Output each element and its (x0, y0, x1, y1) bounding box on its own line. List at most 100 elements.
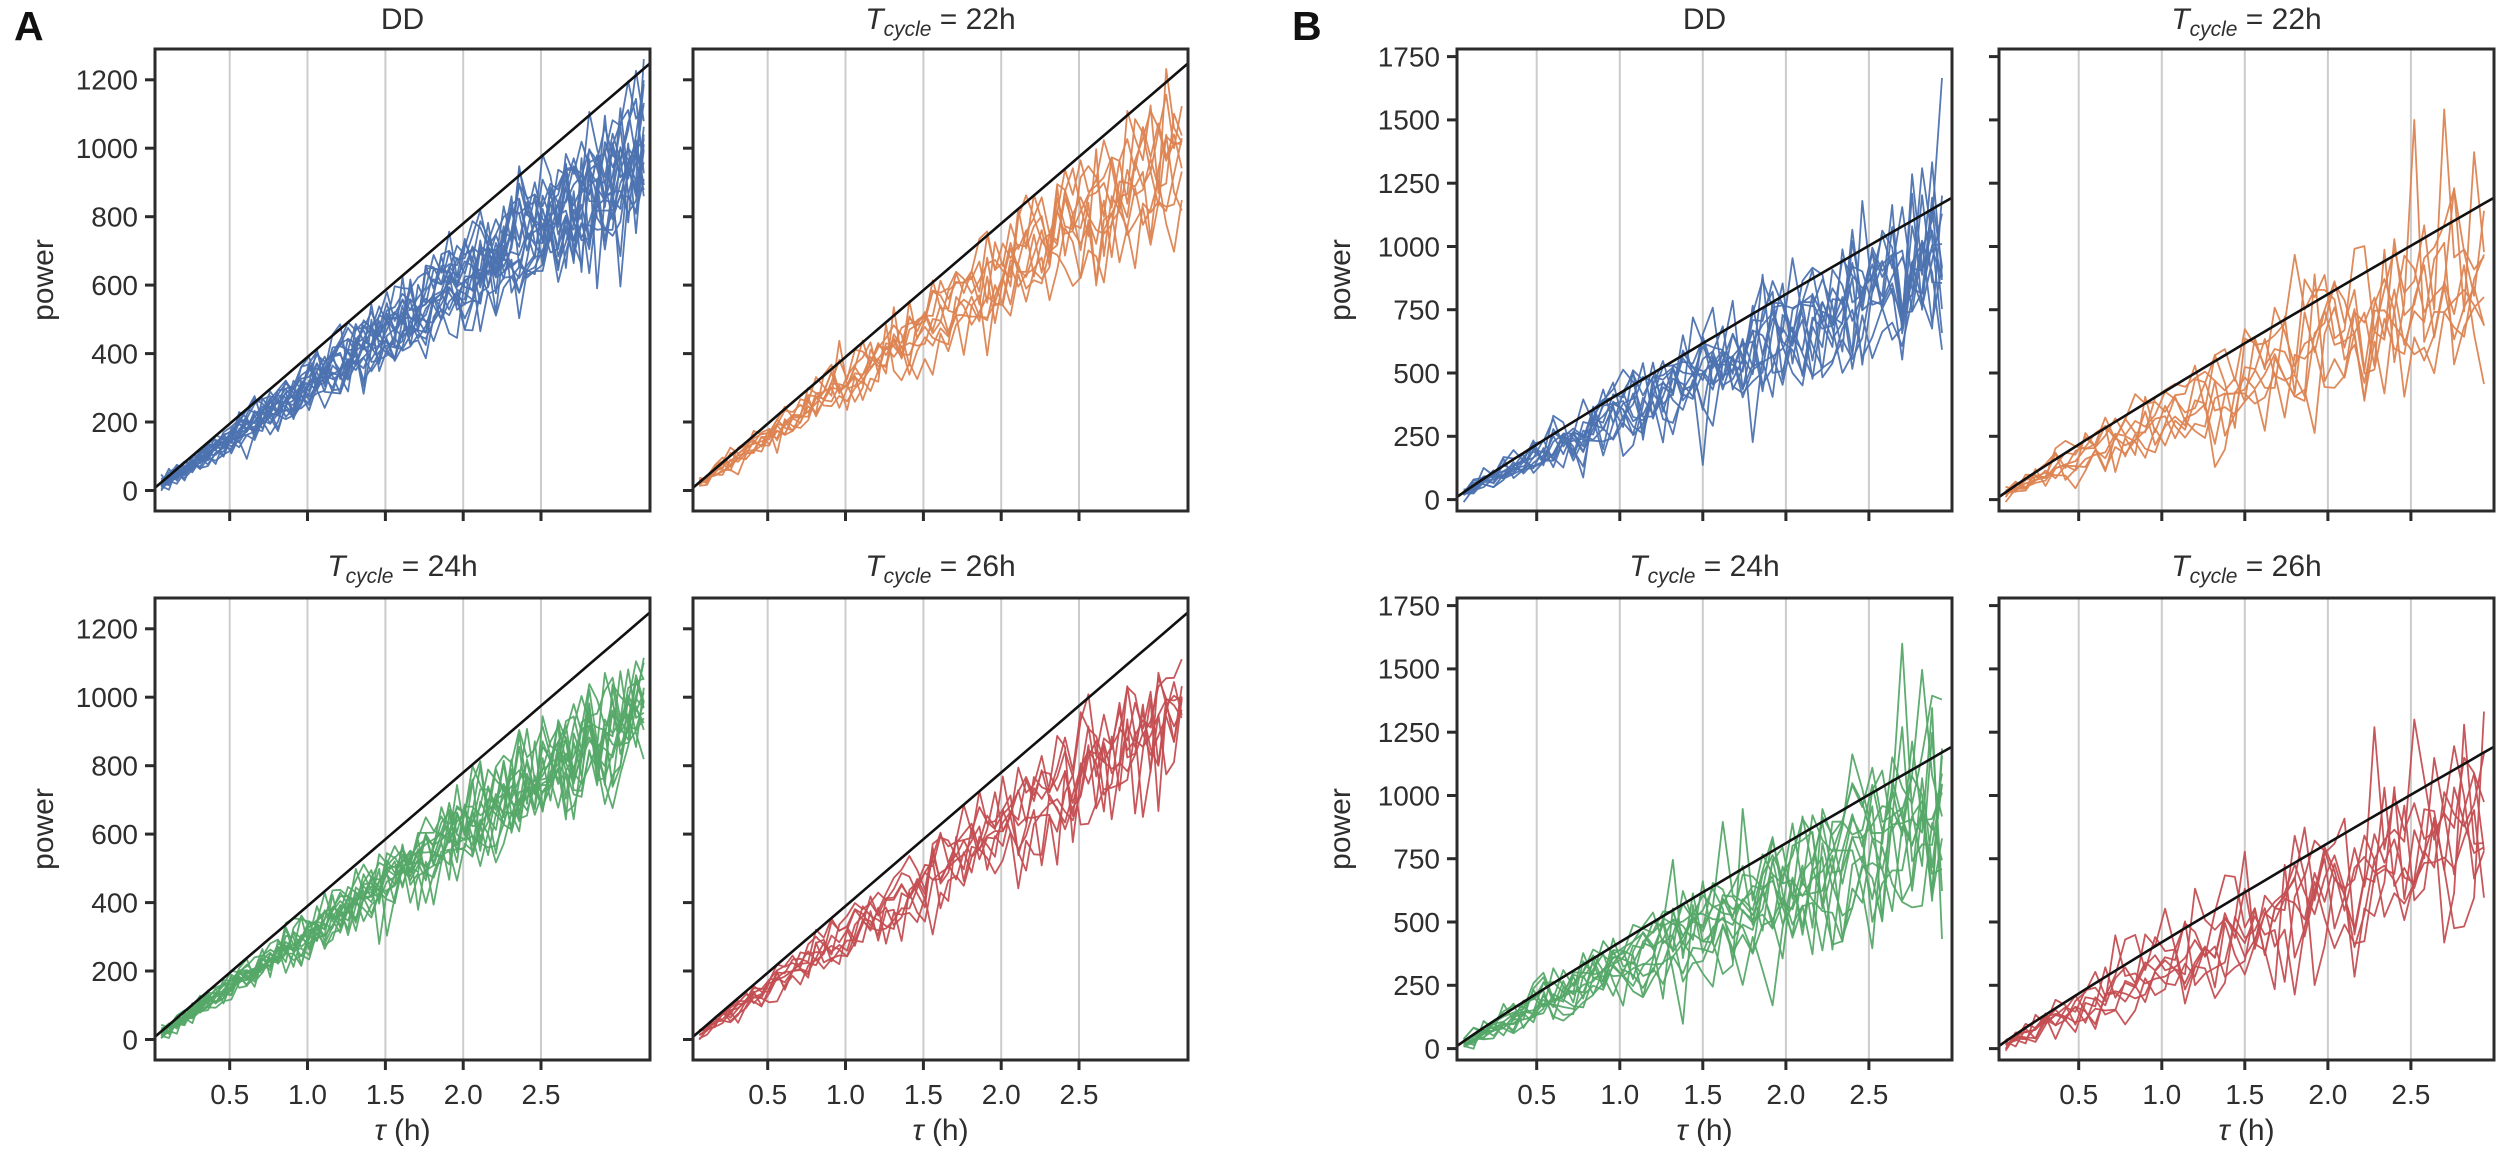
spines (153, 596, 652, 1062)
trace (698, 681, 1183, 1032)
plot-b-22h (1989, 47, 2496, 521)
plot-area: 0.5 1.0 1.5 2.0 2.5 (683, 596, 1190, 1110)
x-tick-label: 2.0 (444, 1079, 483, 1110)
y-tick-label: 800 (91, 202, 138, 233)
trace (2005, 264, 2485, 495)
x-tick-label: 0.5 (748, 1079, 787, 1110)
x-tick-label: 0.5 (210, 1079, 249, 1110)
y-axis-label: power (27, 239, 60, 321)
x-tick-label: 1.5 (2225, 1079, 2264, 1110)
plot-a-24h: 0 200 400 600 800 1000 1200 0.5 1.0 1.5 2.0 2.5 (76, 596, 652, 1110)
y-tick-label: 0 (1424, 484, 1440, 515)
trace (698, 68, 1183, 483)
trace (2005, 108, 2485, 491)
trace (1463, 766, 1943, 1043)
x-tick-label: 2.5 (2391, 1079, 2430, 1110)
trace (160, 677, 645, 1029)
trace (698, 138, 1183, 482)
trace (698, 671, 1183, 1040)
plot-area: 0 250 500 750 1000 1250 1500 1750 (1378, 41, 1954, 521)
trace (2005, 711, 2485, 1047)
y-tick-label: 400 (91, 338, 138, 369)
spines (1455, 47, 1954, 513)
trace (2004, 718, 2485, 1050)
y-axis-label: power (1324, 788, 1357, 870)
x-tick-label: 1.5 (366, 1079, 405, 1110)
y-tick-label: 1500 (1378, 654, 1440, 685)
trace (2005, 723, 2485, 1046)
y-tick-label: 1000 (1378, 231, 1440, 262)
plot-a-dd: 0 200 400 600 800 1000 1200 (76, 47, 652, 521)
trace (1463, 707, 1943, 1047)
y-axis-label: power (1324, 239, 1357, 321)
reference-line (692, 62, 1189, 489)
traces-group (160, 59, 645, 492)
plot-a-22h (683, 47, 1190, 521)
reference-line (154, 62, 651, 489)
plot-b-dd: 0 250 500 750 1000 1250 1500 1750 (1378, 41, 1954, 521)
reference-line (154, 611, 651, 1038)
y-tick-label: 400 (91, 887, 138, 918)
plot-area: 0.5 1.0 1.5 2.0 2.5 (1989, 596, 2496, 1110)
traces-group (698, 68, 1183, 487)
x-tick-label: 1.0 (288, 1079, 327, 1110)
plot-area (1989, 47, 2496, 521)
reference-line (1998, 745, 2495, 1048)
subplot-title: Tcycle = 24h (327, 550, 478, 588)
trace (1463, 229, 1943, 492)
plot-area: 0 200 400 600 800 1000 1200 (76, 47, 652, 521)
x-tick-label: 2.0 (2308, 1079, 2347, 1110)
trace (160, 69, 645, 484)
trace (2004, 753, 2485, 1052)
trace (698, 110, 1182, 487)
y-tick-label: 1250 (1378, 717, 1440, 748)
x-tick-label: 2.5 (1849, 1079, 1888, 1110)
subplot-title: Tcycle = 22h (2171, 3, 2322, 41)
plot-area: 0 250 500 750 1000 1250 1500 1750 0.5 1.0 1.5 2.0 2.… (1378, 590, 1954, 1110)
traces-group (2004, 108, 2485, 503)
x-axis-label: τ (h) (374, 1114, 431, 1147)
spines (153, 47, 652, 513)
y-tick-label: 1500 (1378, 105, 1440, 136)
x-tick-label: 2.5 (522, 1079, 561, 1110)
x-tick-label: 1.0 (2142, 1079, 2181, 1110)
y-tick-label: 1000 (76, 682, 138, 713)
trace (2005, 241, 2485, 496)
spines (1997, 47, 2496, 513)
spines (691, 47, 1190, 513)
trace (1463, 822, 1943, 1046)
plot-a-26h: 0.5 1.0 1.5 2.0 2.5 (683, 596, 1190, 1110)
traces-group (160, 657, 645, 1039)
trace (1463, 694, 1943, 1045)
x-tick-label: 2.0 (1766, 1079, 1805, 1110)
subplot-title: DD (1682, 3, 1727, 36)
trace (1463, 748, 1943, 1048)
y-tick-label: 0 (122, 1024, 138, 1055)
y-tick-label: 750 (1393, 844, 1440, 875)
panel-label-b: B (1292, 3, 1322, 49)
y-tick-label: 600 (91, 270, 138, 301)
trace (160, 139, 645, 487)
y-tick-label: 1200 (76, 614, 138, 645)
reference-line (1998, 196, 2495, 499)
y-tick-label: 1200 (76, 65, 138, 96)
trace (2005, 188, 2485, 493)
subplot-title: DD (380, 3, 425, 36)
y-tick-label: 1000 (76, 133, 138, 164)
panel-label-a: A (14, 3, 44, 49)
y-tick-label: 200 (91, 407, 138, 438)
trace (699, 93, 1183, 482)
trace (2005, 119, 2485, 494)
trace (1463, 239, 1943, 495)
y-tick-label: 1750 (1378, 41, 1440, 72)
traces-group (698, 658, 1183, 1041)
plot-b-24h: 0 250 500 750 1000 1250 1500 1750 0.5 1.0 1.5 2.0 2.… (1378, 590, 1954, 1110)
subplot-title: Tcycle = 26h (865, 550, 1016, 588)
trace (1463, 194, 1943, 491)
y-tick-label: 250 (1393, 421, 1440, 452)
plot-area (683, 47, 1190, 521)
trace (2005, 809, 2485, 1043)
trace (698, 122, 1183, 485)
x-tick-label: 0.5 (2059, 1079, 2098, 1110)
subplot-title: Tcycle = 26h (2171, 550, 2322, 588)
